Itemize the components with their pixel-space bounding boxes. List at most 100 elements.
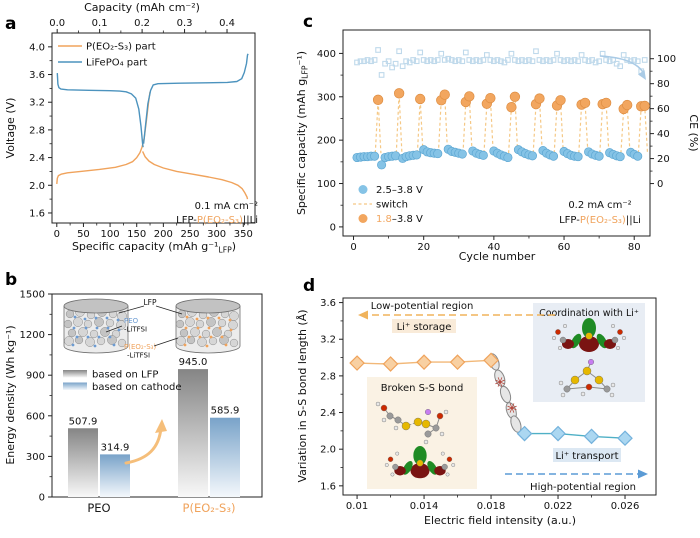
- atom: [381, 417, 387, 423]
- ce-point: [431, 58, 438, 65]
- capacity-point-18-38: [600, 97, 612, 109]
- atom: [443, 409, 449, 415]
- leader-line: [118, 305, 145, 314]
- tick-label: 0: [39, 493, 45, 504]
- capacity-point-25-38: [478, 150, 488, 160]
- orbital-lobe: [413, 446, 427, 465]
- atom: [559, 336, 567, 344]
- tick-label: 250: [180, 229, 199, 240]
- lfp-particle: [117, 338, 127, 348]
- tick-label: 2.8: [320, 371, 336, 382]
- electrolyte-speck: [224, 343, 228, 347]
- capacity-point-18-38: [464, 91, 475, 102]
- atom: [401, 421, 411, 431]
- ce-point: [389, 64, 395, 71]
- ce-point: [582, 57, 588, 63]
- ce-point: [571, 57, 578, 63]
- electrolyte-speck: [116, 318, 120, 322]
- switch-spike: [637, 105, 649, 154]
- ce-point: [561, 58, 567, 65]
- improvement-arrow: [124, 426, 163, 465]
- lfp-particle: [185, 317, 195, 327]
- electrolyte-speck: [220, 335, 224, 339]
- atom: [424, 430, 432, 438]
- switch-spike: [374, 99, 382, 154]
- ce-point: [368, 58, 374, 65]
- ce-point: [441, 57, 448, 63]
- diamond-point: [349, 355, 365, 371]
- curve-P-EO-S-part: [141, 151, 249, 200]
- ce-point: [410, 57, 417, 63]
- atom: [436, 412, 444, 420]
- diamond-point: [449, 354, 466, 370]
- ce-point: [378, 72, 385, 78]
- lfp-particle: [179, 328, 189, 338]
- lfp-particle: [89, 329, 99, 339]
- ce-point: [480, 57, 487, 63]
- inset-title-coordination: Coordination with Li⁺: [539, 308, 639, 319]
- atom: [375, 401, 381, 407]
- atom: [394, 416, 402, 424]
- plot-border: [342, 297, 657, 496]
- bond: [566, 386, 590, 390]
- ce-point: [564, 57, 571, 63]
- lfp-particle: [208, 336, 218, 346]
- ce-point: [452, 58, 459, 65]
- ce-point: [592, 59, 599, 66]
- atom: [585, 383, 593, 391]
- capacity-point-18-38: [639, 100, 650, 112]
- lfp-particle: [83, 319, 93, 329]
- ce-point: [533, 48, 539, 55]
- atom: [380, 404, 388, 412]
- spark-mark: [507, 405, 517, 411]
- tick-label: 2.0: [320, 445, 336, 456]
- capacity-point-18-38: [555, 95, 566, 106]
- tick-label: 4.0: [29, 42, 45, 53]
- low-region-arrowhead: [358, 310, 368, 320]
- ce-point: [396, 48, 402, 55]
- electrolyte-speck: [229, 328, 233, 332]
- lfp-particle: [201, 329, 211, 339]
- tick-label: 0: [657, 179, 663, 190]
- atom: [563, 385, 571, 393]
- electrolyte-speck: [185, 315, 189, 319]
- panel-a: 0 50 100 150 200 250 300 350 1.6 2.0 2.4 2.8 3.2 3.6 4…: [4, 1, 258, 255]
- ce-point: [557, 57, 564, 63]
- x-axis-title: Electric field intensity (a.u.): [424, 514, 576, 527]
- curve-LiFePO-part: [142, 53, 249, 144]
- bar-cathode: [100, 454, 130, 497]
- lfp-particle: [176, 319, 185, 329]
- ce-point: [385, 58, 392, 65]
- leader-line: [105, 325, 123, 333]
- tick-label: 900: [26, 371, 45, 382]
- ce-point: [536, 57, 543, 63]
- atom: [610, 382, 616, 388]
- cylinder-top: [175, 298, 241, 314]
- molecule-orbital: [384, 446, 456, 479]
- electrolyte-speck: [73, 315, 77, 319]
- atom: [440, 451, 445, 456]
- leader-line: [155, 305, 183, 315]
- lfp-particle: [85, 337, 95, 347]
- ce-point: [438, 50, 445, 57]
- atom: [580, 391, 586, 397]
- tick-label: 2.4: [320, 408, 336, 419]
- tick-label: 80: [657, 79, 670, 90]
- legend-swatch-lfp: [63, 370, 87, 378]
- capacity-point-18-38: [372, 94, 384, 105]
- cylinder-illustration-L: [63, 298, 129, 354]
- electrolyte-speck: [84, 326, 88, 330]
- ce-point: [498, 58, 504, 65]
- atom: [558, 380, 564, 386]
- bar-lfp: [178, 369, 208, 497]
- tick-label: 300: [26, 452, 45, 463]
- electrolyte-speck: [198, 335, 202, 339]
- orbital-lobe: [582, 318, 596, 338]
- atom: [423, 439, 429, 445]
- annotation-current: 0.1 mA cm⁻²: [195, 201, 258, 212]
- tick-label: 300: [317, 92, 336, 103]
- legend-label: P(EO₂-S₃) part: [86, 42, 156, 53]
- capacity-point-25-38: [377, 160, 387, 170]
- atom: [622, 336, 627, 340]
- ce-point: [512, 57, 518, 63]
